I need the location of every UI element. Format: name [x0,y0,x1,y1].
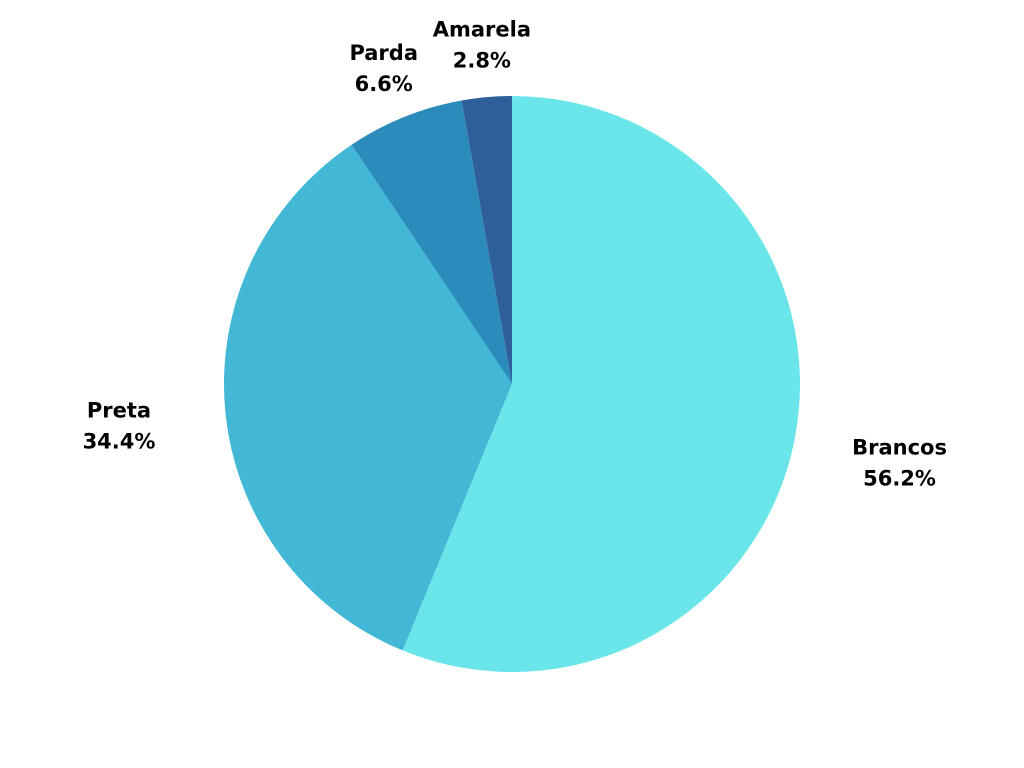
slice-value-parda: 6.6% [355,72,413,96]
pie-slice-brancos [402,96,800,672]
slice-label-parda: Parda [349,41,418,65]
pie-slice-preta [223,144,512,651]
slice-label-amarela: Amarela [433,17,531,41]
pie-slices [223,96,800,672]
pie-slice-parda [351,100,512,385]
slice-value-preta: 34.4% [83,430,156,454]
slice-label-preta: Preta [87,399,151,423]
slice-value-amarela: 2.8% [453,48,511,72]
pie-slice-amarela [461,96,512,384]
slice-label-brancos: Brancos [852,435,947,459]
pie-labels: Brancos 56.2% Preta 34.4% Parda 6.6% Amarela 2.… [83,17,947,490]
slice-value-brancos: 56.2% [863,466,936,490]
